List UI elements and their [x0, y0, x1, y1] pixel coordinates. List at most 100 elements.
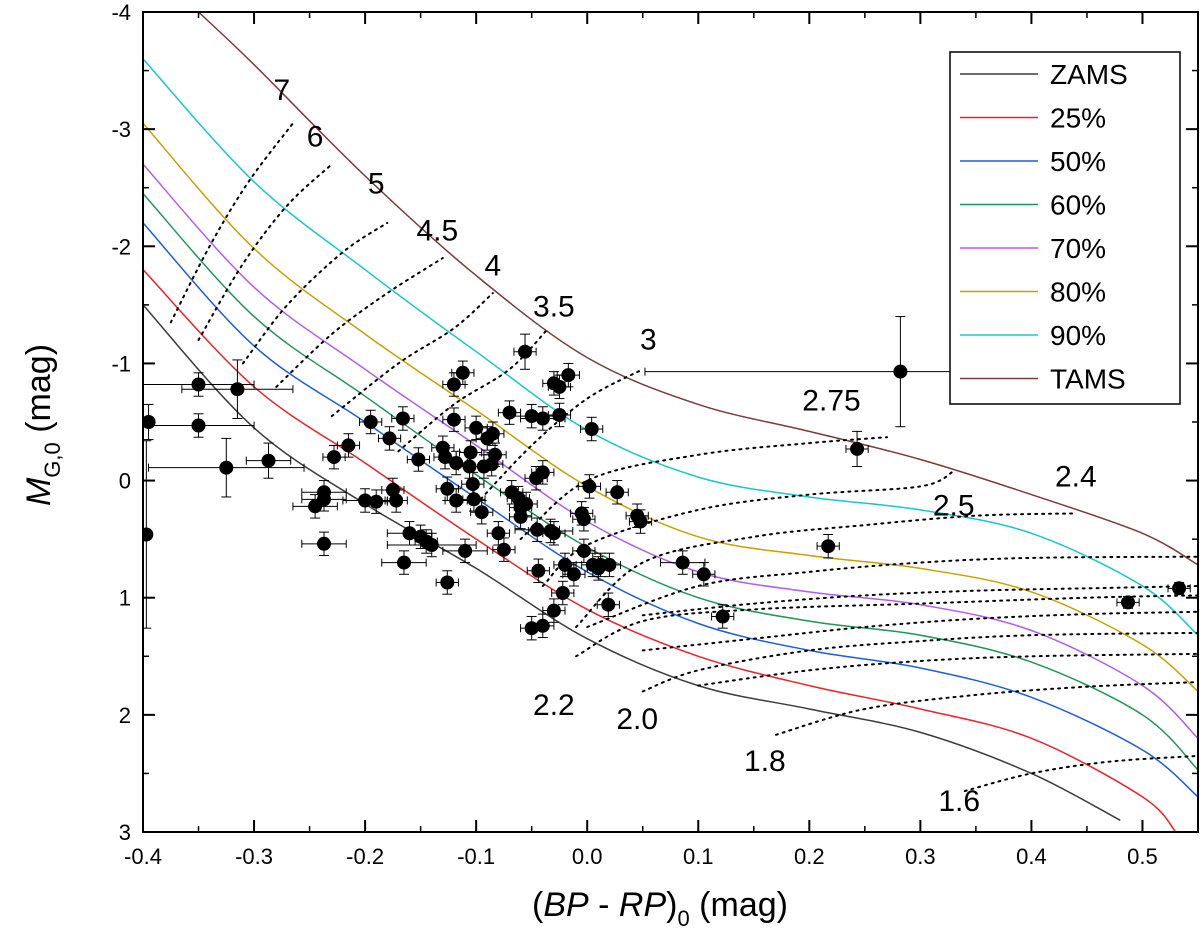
data-point-marker [535, 618, 550, 633]
isomass-line-6 [475, 368, 644, 505]
data-point-marker [555, 586, 570, 600]
data-point [551, 580, 575, 606]
legend-label: 60% [1050, 190, 1106, 221]
y-tick-label: 2 [119, 703, 131, 728]
data-point-marker [850, 441, 865, 456]
mass-label: 1.8 [744, 745, 786, 778]
data-point [577, 474, 602, 499]
isomass-line-8 [541, 470, 955, 587]
data-point [143, 440, 154, 629]
data-point-marker [317, 536, 331, 551]
data-point [461, 471, 485, 497]
data-point [384, 488, 408, 513]
y-axis-title-unit: (mag) [20, 344, 58, 442]
data-point [1167, 581, 1191, 596]
data-point-marker [530, 522, 545, 537]
data-point [660, 550, 706, 575]
legend-label: 50% [1050, 146, 1106, 177]
data-point [547, 402, 572, 428]
data-point-marker [633, 514, 648, 529]
data-point [435, 570, 459, 595]
y-tick-label: -4 [111, 0, 131, 25]
y-axis-title: MG,0 (mag) [20, 344, 65, 506]
data-point [301, 487, 347, 512]
data-point-marker [1121, 595, 1135, 610]
isomass-line-12 [641, 610, 1198, 652]
data-point [531, 460, 555, 485]
data-point [481, 421, 505, 446]
data-point-marker [474, 505, 489, 520]
data-point-marker [524, 409, 539, 424]
legend-label: 90% [1050, 320, 1106, 351]
data-point [470, 499, 494, 525]
mass-label: 2.5 [933, 490, 975, 523]
data-point-marker [341, 438, 356, 453]
data-point-marker [395, 411, 410, 426]
data-point [442, 538, 488, 564]
x-axis-title-close: ) [666, 886, 677, 924]
isomass-line-11 [641, 585, 1198, 617]
isomass-line-14 [697, 652, 1198, 687]
data-point-marker [535, 465, 550, 480]
axes: -0.4 -0.3 -0.2 -0.1 0.0 0.1 0.2 0.3 0.4 0.5 -4 -3 -2… [111, 0, 1198, 869]
data-point [444, 488, 468, 513]
x-axis-title: (BP - RP)0 (mag) [532, 886, 788, 931]
data-point [562, 562, 586, 587]
isomass-line-3 [275, 257, 444, 388]
data-point [143, 413, 255, 438]
x-tick-label: 0.1 [683, 844, 714, 869]
mass-label: 5 [368, 168, 385, 201]
data-point [711, 604, 735, 629]
mass-label: 7 [273, 74, 290, 107]
data-point [381, 550, 427, 575]
data-point [377, 426, 402, 451]
data-point-marker [576, 543, 591, 558]
mass-label: 3 [640, 323, 657, 356]
x-tick-label: 0.0 [572, 844, 603, 869]
data-point-marker [261, 453, 276, 468]
isomass-line-0 [169, 122, 294, 324]
data-point [462, 487, 486, 512]
data-point-marker [219, 460, 234, 475]
track-70-pct [143, 163, 1198, 739]
data-point-marker [715, 609, 730, 624]
data-point-marker [327, 450, 341, 465]
data-point [596, 592, 620, 617]
mass-labels: 76 5 4.5 4 3.5 3 2.75 2.5 2.4 2.2 2.0 1.8 1.6 [273, 74, 1096, 818]
data-point-marker [576, 512, 591, 527]
data-point-marker [446, 377, 461, 392]
isomass-lines [169, 122, 1198, 792]
isomass-line-13 [575, 594, 1198, 658]
legend-label: 70% [1050, 233, 1106, 264]
x-axis-title-paren: ( [532, 886, 544, 924]
data-point [459, 440, 483, 465]
isomass-line-7 [519, 436, 889, 541]
x-axis-title-sub: 0 [677, 906, 689, 931]
x-tick-label: 0.3 [905, 844, 936, 869]
y-tick-label: -2 [111, 234, 131, 259]
data-point [816, 533, 840, 559]
data-point-marker [491, 526, 506, 541]
data-point [508, 403, 555, 429]
data-point-marker [469, 420, 484, 435]
data-point-marker [466, 492, 481, 507]
data-point-marker [411, 452, 426, 467]
data-point [1116, 595, 1140, 610]
data-point-marker [369, 494, 384, 509]
x-tick-label: 0.2 [794, 844, 825, 869]
data-point-marker [584, 422, 599, 436]
y-tick-label: 0 [119, 469, 131, 494]
isomass-line-16 [775, 681, 1198, 736]
data-point-marker [397, 555, 411, 570]
mass-label: 2.75 [802, 384, 860, 417]
data-point [542, 521, 566, 546]
x-axis-title-minus: - [589, 886, 619, 924]
x-tick-label: 0.5 [1127, 844, 1158, 869]
data-point-marker [438, 450, 453, 465]
legend-label: 80% [1050, 277, 1106, 308]
data-point-marker [485, 426, 500, 441]
data-point-marker [546, 603, 561, 618]
data-point-marker [535, 411, 550, 426]
data-point-marker [382, 431, 397, 446]
